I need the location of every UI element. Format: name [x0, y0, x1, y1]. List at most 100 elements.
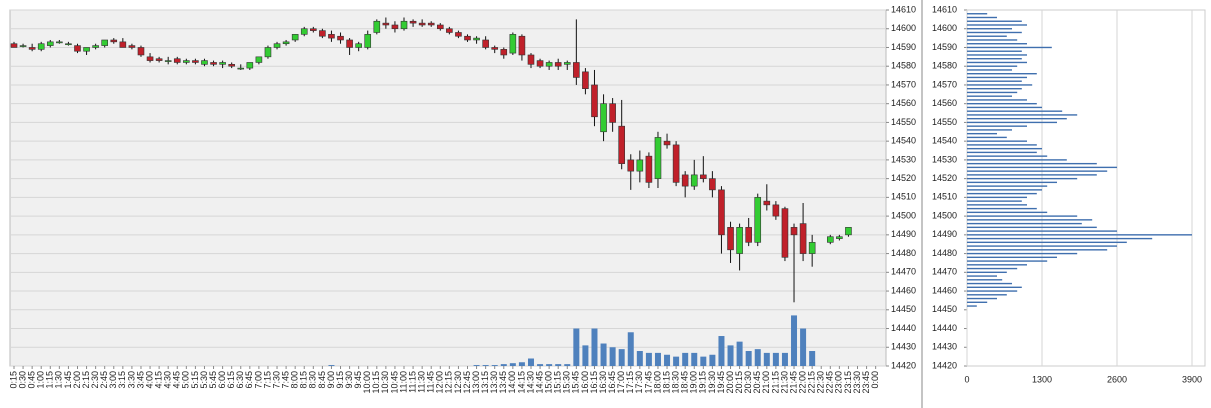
candle-body	[845, 227, 852, 236]
profile-bar	[967, 91, 1018, 94]
candle-body	[10, 43, 18, 48]
candle-body	[518, 35, 526, 56]
x-tick-label: 11:45	[426, 371, 436, 393]
x-tick-label: 20:45	[752, 371, 762, 394]
profile-bar	[967, 294, 1007, 296]
profile-bar	[967, 301, 988, 303]
x-tick-label: 23:45	[861, 371, 871, 394]
x-tick-label: 14:30	[525, 371, 535, 394]
candle-body	[337, 35, 344, 41]
volume-bar	[718, 336, 725, 366]
x-tick-label: 14:45	[534, 371, 544, 394]
profile-bar	[967, 39, 1018, 41]
profile-bar	[967, 290, 1018, 292]
x-tick-label: 17:30	[634, 371, 644, 394]
x-tick-label: 14:15	[516, 371, 526, 394]
profile-bar	[967, 207, 1037, 210]
volume-bar	[564, 364, 571, 366]
candle-body	[264, 47, 272, 58]
x-tick-label: 3:45	[135, 371, 145, 389]
profile-bar	[967, 43, 1027, 45]
candle-body	[446, 28, 453, 33]
profile-bar	[967, 256, 1057, 259]
volume-bar	[482, 365, 489, 366]
x-tick-label: 13:00	[471, 371, 481, 394]
candle-body	[300, 28, 308, 35]
profile-bar	[967, 241, 1127, 244]
x-tick-label: 9:30	[344, 371, 354, 389]
profile-bar	[967, 28, 1012, 30]
y-tick-label: 14450	[932, 304, 957, 314]
x-tick-label: 9:15	[335, 371, 345, 389]
candle-body	[763, 200, 771, 206]
candle-body	[672, 144, 680, 183]
profile-bar	[967, 132, 997, 135]
candle-body	[128, 45, 136, 48]
x-tick-label: 23:30	[852, 371, 862, 394]
candle-body	[700, 174, 707, 179]
candle-body	[310, 28, 317, 31]
candle-body	[600, 103, 607, 133]
y-tick-label: 14540	[891, 136, 916, 146]
y-tick-label: 14450	[891, 304, 916, 314]
profile-bar	[967, 237, 1153, 240]
candle-body	[391, 24, 399, 30]
candle-body	[101, 39, 108, 46]
candle-body	[291, 34, 299, 41]
volume-bar	[745, 351, 752, 366]
candle-body	[28, 47, 36, 50]
candle-body	[173, 58, 181, 63]
profile-bar	[967, 58, 1022, 60]
x-tick-label: 2:00	[72, 371, 82, 389]
volume-bar	[654, 352, 661, 366]
y-tick-label: 14490	[932, 229, 957, 239]
x-tick-label: 0:45	[27, 371, 37, 389]
profile-bar	[967, 99, 1027, 101]
y-tick-label: 14480	[891, 248, 916, 258]
y-tick-label: 14470	[932, 267, 957, 277]
y-tick-label: 14610	[932, 4, 957, 14]
profile-bar	[967, 200, 1022, 202]
profile-bar	[967, 185, 1048, 187]
x-tick-label: 10:30	[380, 371, 390, 394]
candle-body	[436, 24, 444, 30]
x-tick-label: 11:00	[398, 371, 408, 393]
x-tick-label: 4:00	[144, 371, 154, 389]
volume-bar	[800, 328, 807, 366]
x-tick-label: 0:30	[17, 371, 27, 389]
profile-bar	[967, 73, 1037, 75]
candle-body	[409, 20, 417, 24]
candle-body	[455, 32, 462, 37]
candle-body	[727, 227, 734, 251]
candle-body	[482, 39, 489, 48]
candle-body	[373, 20, 381, 33]
x-tick-label: 20:30	[743, 371, 753, 394]
candle-body	[545, 62, 553, 67]
x-tick-label: 19:00	[689, 371, 699, 394]
profile-bar	[967, 211, 1048, 214]
x-tick-label: 1:15	[45, 371, 55, 389]
profile-bar	[967, 222, 1082, 225]
candle-body	[282, 41, 290, 45]
profile-bar	[967, 305, 977, 307]
profile-area	[966, 9, 1206, 367]
profile-bar	[967, 102, 1037, 105]
profile-bar	[967, 162, 1097, 165]
x-tick-label: 1:30	[54, 371, 64, 389]
x-tick-label: 20:00	[725, 371, 735, 394]
volume-bar	[645, 352, 652, 366]
candle-body	[427, 22, 435, 26]
profile-bar	[967, 260, 1048, 262]
candle-body	[536, 60, 544, 67]
profile-bar	[967, 267, 1018, 270]
profile-bar	[967, 136, 1007, 139]
y-tick-label: 14550	[932, 117, 957, 127]
profile-bar	[967, 192, 1037, 195]
profile-bar	[967, 215, 1078, 217]
profile-bar	[967, 106, 1042, 109]
candle-body	[491, 47, 499, 50]
candle-body	[319, 30, 326, 37]
x-tick-label: 0:15	[8, 371, 18, 389]
profile-bar	[967, 121, 1057, 124]
